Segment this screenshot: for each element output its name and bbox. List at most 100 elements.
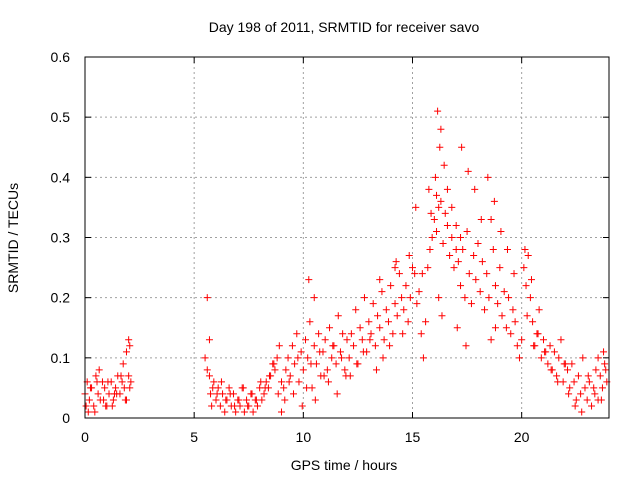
data-point — [485, 294, 493, 302]
chart-title: Day 198 of 2011, SRMTID for receiver sav… — [209, 19, 480, 35]
data-point — [428, 234, 436, 241]
data-point — [91, 408, 99, 416]
data-point — [553, 372, 561, 380]
data-point — [122, 348, 130, 356]
data-point — [433, 227, 441, 235]
data-point — [126, 384, 134, 392]
data-point — [471, 185, 479, 193]
data-point — [315, 330, 323, 338]
data-point — [339, 330, 347, 338]
data-point — [602, 366, 610, 374]
data-point — [310, 342, 318, 350]
y-tick-label: 0.1 — [51, 350, 71, 366]
data-point — [554, 378, 562, 386]
data-point — [205, 372, 213, 380]
data-point — [305, 276, 313, 284]
data-point — [518, 336, 526, 344]
data-point — [435, 294, 443, 302]
data-point — [450, 264, 458, 272]
data-point — [406, 294, 414, 302]
data-point — [201, 354, 209, 362]
data-point — [583, 396, 591, 404]
data-point — [437, 125, 445, 133]
data-point — [454, 258, 462, 266]
data-point — [94, 390, 102, 398]
data-point — [537, 354, 545, 362]
data-point — [395, 270, 403, 278]
data-point — [474, 240, 482, 248]
data-point — [458, 143, 466, 151]
data-point — [522, 282, 530, 290]
data-point — [478, 258, 486, 266]
data-point — [507, 330, 515, 338]
data-point — [484, 173, 492, 181]
data-point — [203, 294, 211, 302]
data-point — [350, 342, 358, 350]
y-tick-label: 0.6 — [51, 49, 71, 65]
data-point — [594, 354, 602, 362]
data-point — [278, 378, 285, 386]
data-point — [280, 384, 288, 392]
data-point — [374, 312, 382, 320]
data-point — [288, 342, 296, 350]
data-point — [584, 372, 592, 380]
data-point — [596, 372, 604, 380]
data-point — [487, 336, 495, 344]
data-point — [261, 384, 269, 392]
data-point — [438, 312, 446, 320]
data-point — [102, 402, 110, 410]
data-point — [203, 366, 211, 374]
data-point — [117, 372, 125, 380]
data-point — [500, 288, 508, 296]
data-point — [232, 408, 240, 416]
data-point — [299, 366, 307, 374]
data-point — [459, 246, 467, 254]
data-point — [326, 324, 334, 332]
data-point — [298, 402, 306, 410]
data-point — [498, 312, 506, 320]
data-point — [555, 354, 563, 362]
data-point — [226, 390, 234, 398]
data-point — [443, 221, 451, 229]
data-point — [511, 318, 519, 326]
data-point — [334, 312, 342, 320]
data-point — [436, 143, 444, 151]
data-point — [597, 396, 605, 404]
grid-lines — [85, 57, 609, 418]
data-point — [497, 227, 505, 235]
data-point — [93, 378, 101, 386]
data-point — [205, 336, 213, 344]
data-point — [378, 288, 386, 296]
data-point — [419, 354, 427, 362]
data-point — [282, 366, 290, 374]
data-point — [291, 360, 299, 368]
data-point — [239, 384, 247, 392]
data-point — [387, 282, 395, 290]
data-point — [210, 378, 218, 386]
data-point — [437, 197, 445, 205]
data-point — [286, 372, 294, 380]
data-point — [109, 396, 117, 404]
data-point — [440, 161, 448, 169]
data-point — [265, 372, 273, 380]
data-point — [481, 306, 489, 314]
data-point — [476, 288, 484, 296]
data-point — [110, 390, 118, 398]
data-point — [307, 360, 315, 368]
data-point — [260, 390, 268, 398]
data-point — [592, 366, 600, 374]
data-point — [345, 354, 353, 362]
data-point — [389, 330, 397, 338]
data-point — [382, 306, 390, 314]
data-point — [426, 246, 434, 254]
y-tick-label: 0.5 — [51, 109, 71, 125]
data-point — [520, 264, 528, 272]
data-point — [435, 203, 443, 211]
data-point — [213, 390, 221, 398]
data-point — [356, 324, 364, 332]
data-point — [231, 402, 239, 410]
data-point — [402, 282, 410, 290]
data-point — [293, 330, 301, 338]
data-point — [393, 312, 401, 320]
